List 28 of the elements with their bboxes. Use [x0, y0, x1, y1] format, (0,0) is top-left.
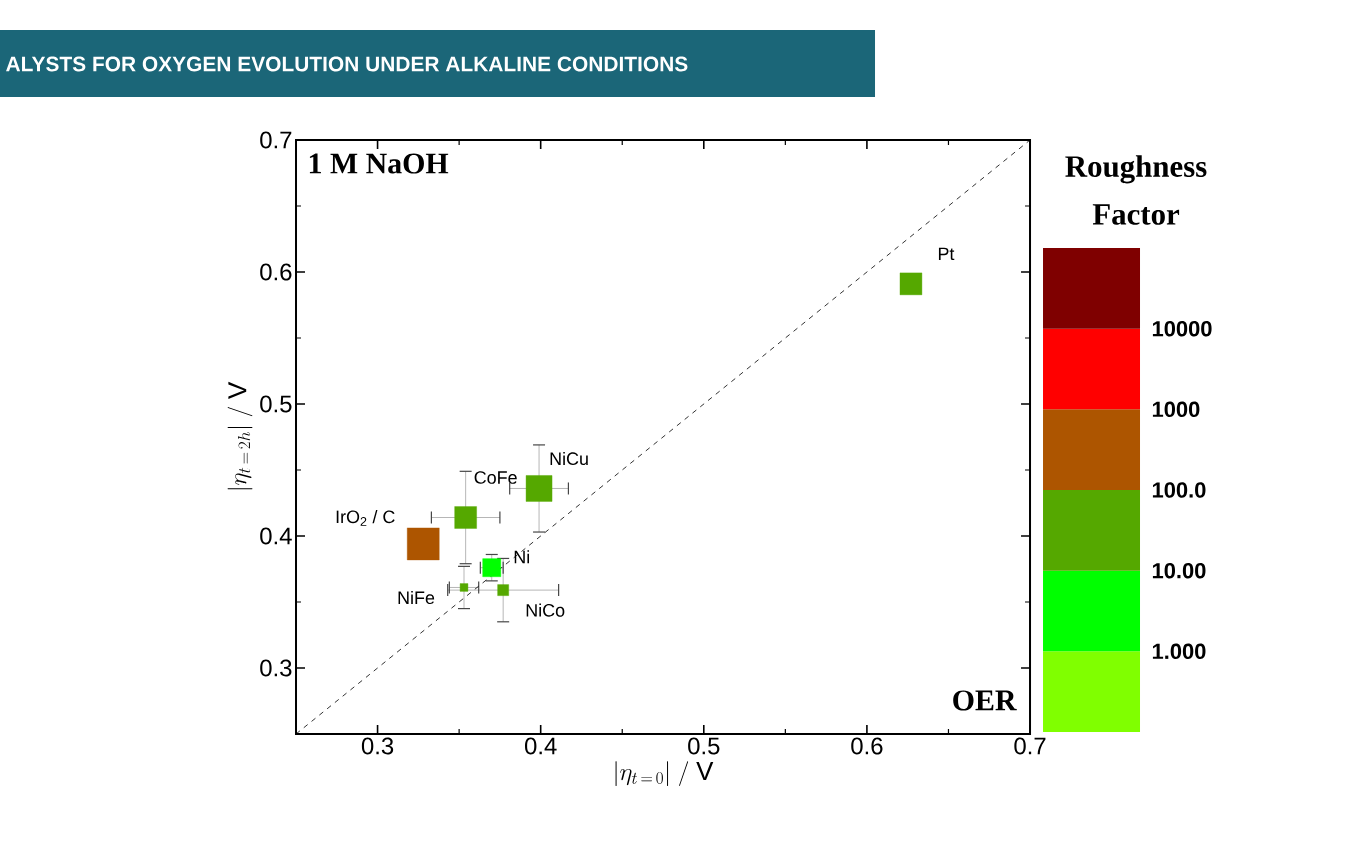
- x-tick-label: 0.4: [525, 737, 557, 755]
- y-tick-label: 0.5: [260, 395, 292, 413]
- x-axis-title: $|\eta_{t\,=\,0}|\;/\;\mathrm{V}$: [615, 761, 714, 787]
- x-tick-label: 0.6: [851, 737, 883, 755]
- chart-title: ALYSTS FOR OXYGEN EVOLUTION UNDER ALKALINE CONDITIONS: [6, 56, 688, 72]
- annotation: IrO$_{2}$ / C: [336, 509, 395, 526]
- y-tick-label: 0.7: [260, 131, 292, 149]
- annotation: NiCo: [526, 603, 565, 617]
- annotation: Pt: [938, 247, 955, 261]
- annotation: OER: [953, 690, 1017, 711]
- y-tick-label: 0.4: [260, 527, 292, 545]
- y-tick-label: 0.3: [260, 659, 292, 677]
- x-tick-label: 0.7: [1014, 737, 1046, 755]
- text: 1.000: [1152, 643, 1206, 660]
- annotation: CoFe: [474, 471, 517, 484]
- text: 1000: [1152, 401, 1200, 418]
- x-tick-label: 0.3: [361, 737, 394, 755]
- x-tick-label: 0.5: [688, 737, 720, 755]
- annotation: 1 M NaOH: [309, 153, 449, 174]
- annotation: Ni: [514, 550, 530, 564]
- color-bar-title: Roughness Factor: [1065, 155, 1207, 225]
- y-tick-label: 0.6: [260, 263, 292, 281]
- text: 100.0: [1152, 482, 1206, 498]
- text: 10000: [1152, 320, 1212, 337]
- text: 10.00: [1152, 562, 1206, 579]
- annotation: NiCu: [550, 451, 588, 466]
- annotation: NiFe: [398, 590, 435, 605]
- y-axis-title: $|\eta_{t\,=\,2h}|\;/\;\mathrm{V}$: [227, 381, 253, 490]
